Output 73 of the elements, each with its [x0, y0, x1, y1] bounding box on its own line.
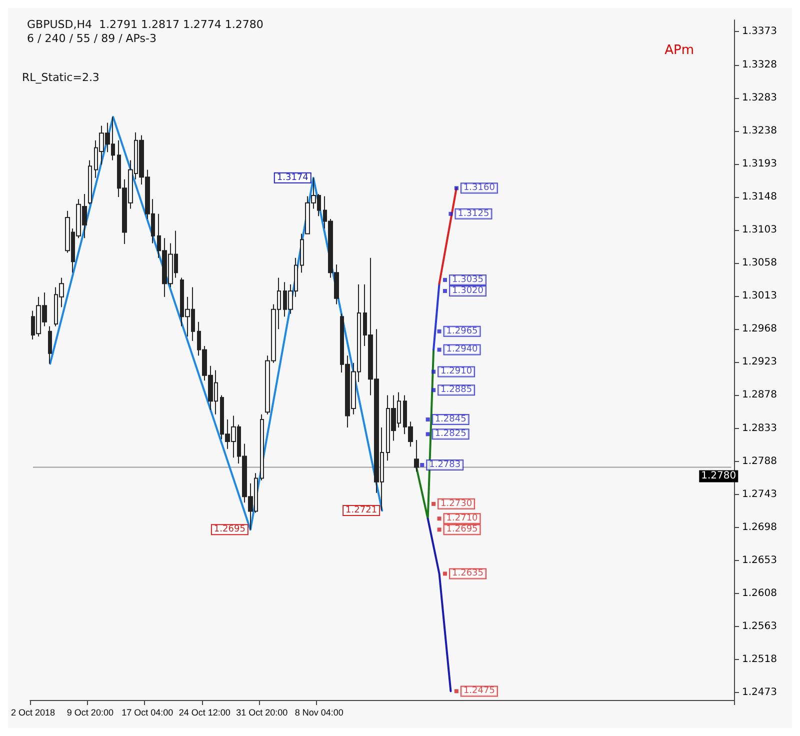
- y-tick-label: 1.2968: [742, 324, 777, 335]
- data-label: 1.2730: [440, 498, 472, 509]
- data-label: 1.2940: [446, 344, 478, 355]
- data-label: 1.2721: [346, 506, 378, 516]
- y-tick-label: 1.2833: [742, 422, 777, 434]
- candlestick: [260, 414, 264, 481]
- point: [437, 516, 442, 521]
- data-label: 1.2965: [446, 326, 478, 336]
- x-tick-label: 8 Nov 04:00: [294, 708, 344, 718]
- data-label: 1.2695: [446, 524, 478, 535]
- data-label: 1.2783: [429, 460, 461, 470]
- data-label: 1.3174: [276, 172, 309, 183]
- y-tick-label: 1.2653: [742, 554, 777, 566]
- data-label: 1.2635: [452, 568, 484, 579]
- y-tick-label: 1.3193: [742, 158, 777, 170]
- data-label: 1.2910: [440, 366, 472, 377]
- data-label: 1.2845: [434, 414, 466, 424]
- annotation: APm: [664, 43, 694, 58]
- y-tick-label: 1.2743: [742, 488, 777, 500]
- y-tick-label: 1.2563: [742, 621, 777, 632]
- point: [454, 186, 458, 190]
- point: [448, 212, 453, 216]
- y-tick-label: 1.2473: [742, 687, 777, 698]
- x-tick-label: 2 Oct 2018: [10, 708, 55, 718]
- data-label: 1.3160: [463, 183, 496, 194]
- y-tick-label: 1.2698: [742, 522, 777, 533]
- y-tick-label: 1.2923: [742, 356, 777, 368]
- x-tick-label: 24 Oct 12:00: [178, 708, 230, 718]
- y-tick-label: 1.3238: [742, 125, 777, 136]
- point: [437, 348, 442, 352]
- candlestick: [88, 160, 92, 205]
- candlestick: [414, 440, 419, 472]
- candlestick: [300, 233, 304, 274]
- data-label: 1.2475: [463, 686, 495, 696]
- point: [432, 370, 436, 374]
- data-label: 1.2695: [214, 524, 246, 535]
- point: [426, 432, 430, 436]
- point: [432, 502, 436, 506]
- point: [437, 329, 442, 334]
- data-label: 1.3020: [452, 286, 484, 296]
- data-label: 1.3125: [458, 208, 490, 219]
- line-series: [49, 116, 384, 531]
- point: [420, 463, 424, 468]
- data-label: 1.3035: [452, 274, 484, 285]
- annotation: RL_Static=2.3: [22, 71, 100, 84]
- x-tick-label: 31 Oct 20:00: [236, 708, 288, 718]
- y-tick-label: 1.2788: [742, 456, 777, 467]
- point: [454, 689, 458, 694]
- y-tick-label: 1.3373: [742, 26, 777, 38]
- point: [443, 288, 447, 293]
- ref-line-label: 1.2780: [701, 470, 736, 482]
- point: [437, 528, 442, 532]
- point: [443, 278, 447, 282]
- y-tick-label: 1.2518: [742, 654, 777, 666]
- y-tick-label: 1.2608: [742, 588, 777, 600]
- data-label: 1.2885: [440, 385, 472, 396]
- point: [432, 388, 436, 392]
- y-tick-label: 1.3148: [742, 191, 777, 202]
- point: [443, 572, 447, 576]
- y-tick-label: 1.3058: [742, 258, 777, 269]
- text: 6 / 240 / 55 / 89 / APs-3: [27, 32, 156, 45]
- y-tick-label: 1.3103: [742, 224, 777, 236]
- point: [426, 417, 430, 422]
- x-tick-label: 9 Oct 20:00: [66, 708, 114, 718]
- data-label: 1.2825: [434, 429, 466, 440]
- y-tick-label: 1.2878: [742, 390, 777, 401]
- data-label: 1.2710: [446, 514, 478, 524]
- y-tick-label: 1.3283: [742, 92, 777, 104]
- chart-title: GBPUSD,H4 1.2791 1.2817 1.2774 1.2780: [27, 18, 264, 31]
- candlestick: [48, 326, 52, 364]
- x-tick-label: 17 Oct 04:00: [122, 708, 174, 718]
- y-tick-label: 1.3013: [742, 290, 777, 302]
- y-tick-label: 1.3328: [742, 59, 777, 70]
